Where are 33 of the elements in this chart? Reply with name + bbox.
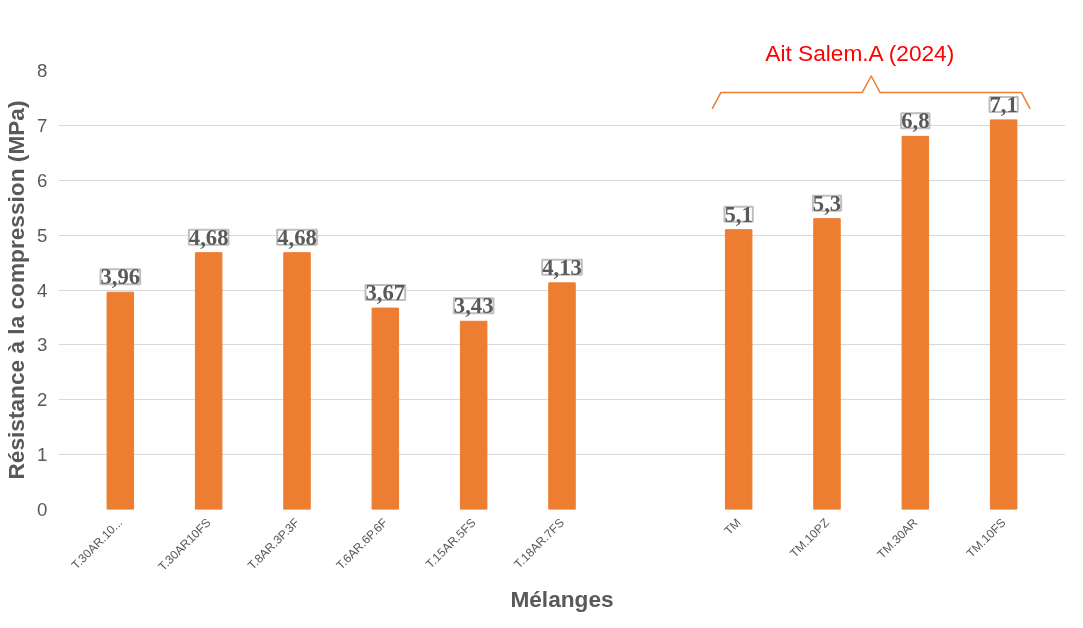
y-tick-label: 3 (37, 334, 48, 356)
data-label: 4,13 (542, 254, 582, 280)
y-tick-label: 5 (37, 224, 48, 246)
data-label: 3,43 (453, 293, 494, 319)
x-axis-title: Mélanges (510, 586, 614, 613)
bar (459, 320, 488, 510)
y-tick-label: 0 (37, 499, 48, 520)
data-label: 5,3 (812, 190, 842, 216)
bar (813, 218, 841, 510)
data-label: 4,68 (277, 224, 317, 250)
y-tick-label: 7 (37, 114, 48, 136)
bar (194, 252, 223, 510)
bar (901, 135, 930, 510)
bar (548, 282, 576, 510)
data-label: 5,1 (724, 201, 753, 227)
data-label: 3,67 (365, 280, 406, 306)
x-tick-label: TM (721, 515, 744, 538)
bar (724, 229, 753, 510)
y-tick-label: 1 (37, 444, 48, 466)
bar (989, 119, 1018, 510)
y-tick-label: 8 (37, 60, 48, 81)
bar (283, 252, 311, 510)
data-label: 7,1 (989, 91, 1018, 117)
data-label: 6,8 (901, 108, 930, 134)
y-axis-title: Résistance à la compression (MPa) (3, 100, 30, 480)
y-tick-label: 2 (37, 389, 48, 411)
bar (106, 291, 135, 510)
text: Ait Salem.A (2024) (765, 39, 955, 66)
data-label: 4,68 (188, 224, 229, 250)
bar (371, 307, 400, 510)
y-tick-label: 6 (37, 169, 48, 191)
data-label: 3,96 (100, 264, 141, 290)
y-tick-label: 4 (37, 279, 48, 301)
